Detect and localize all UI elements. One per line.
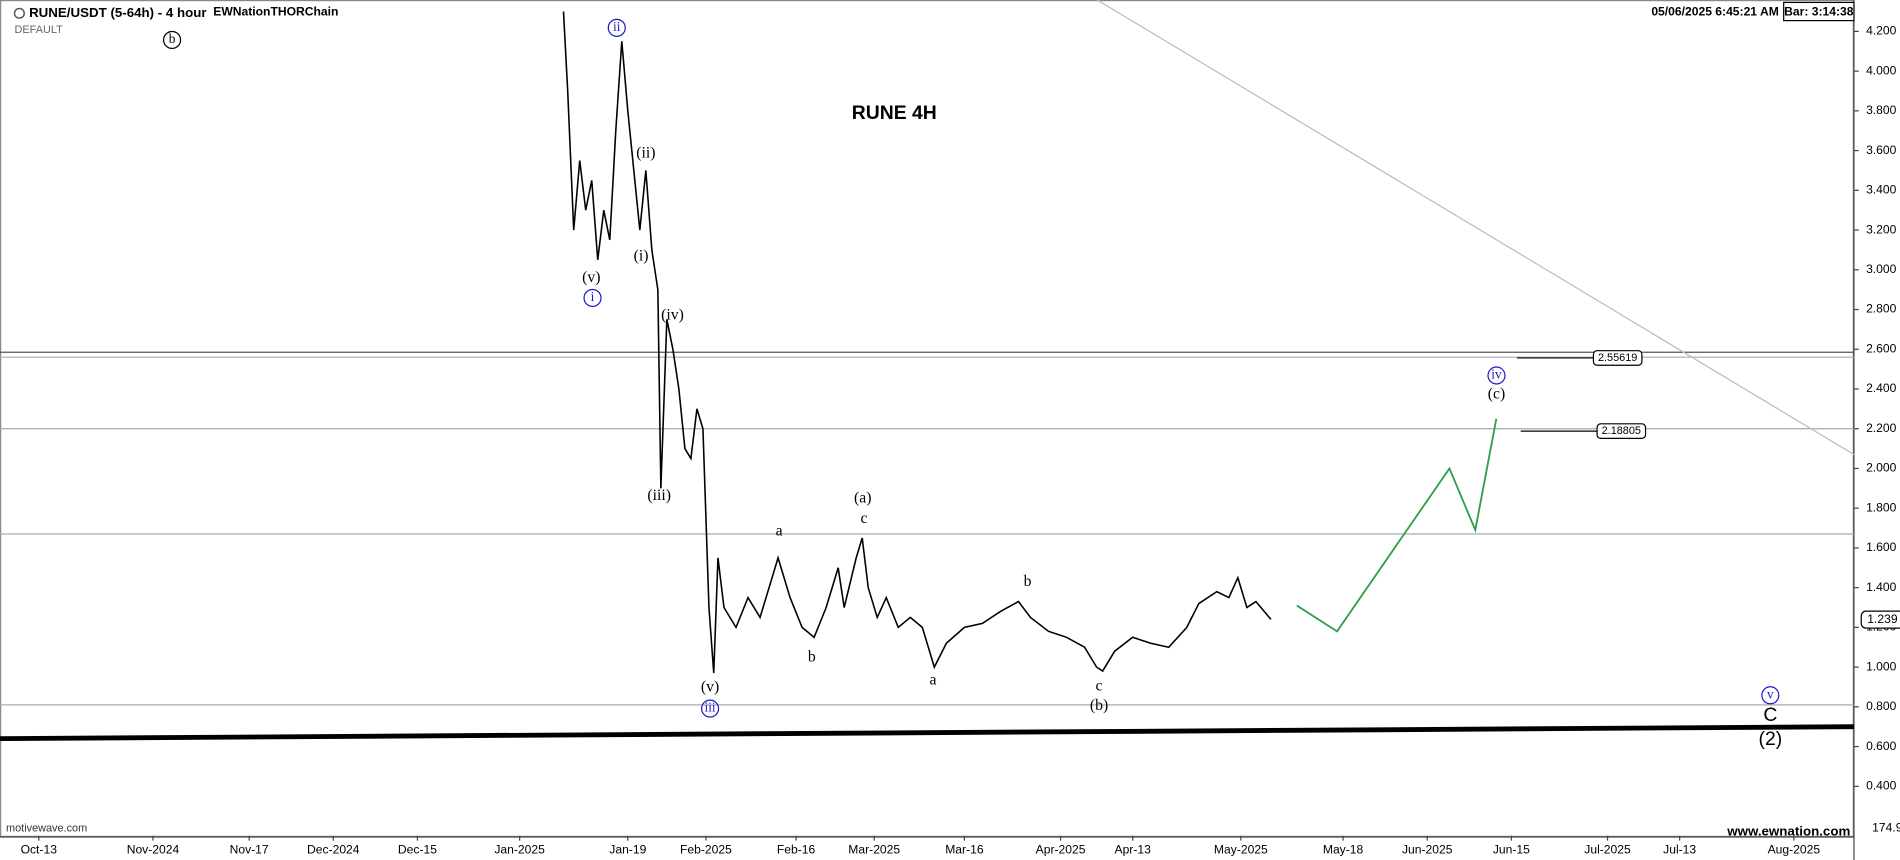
wave-label: (i) <box>634 247 649 264</box>
last-price: 1.239 <box>1867 612 1898 626</box>
last-price-box <box>1860 610 1900 629</box>
watermark-left: motivewave.com <box>6 822 87 834</box>
account: EWNationTHORChain <box>213 4 338 18</box>
y-tick-label: 4.200 <box>1866 24 1897 38</box>
wave-circle <box>162 30 182 50</box>
x-tick-label: Apr-13 <box>1115 843 1152 857</box>
wave-label: iii <box>705 700 716 715</box>
wave-label: b <box>169 31 176 46</box>
wave-label: (c) <box>1488 385 1505 402</box>
x-tick-label: Dec-15 <box>398 843 437 857</box>
watermark-right: www.ewnation.com <box>1726 824 1850 839</box>
target-label: 2.18805 <box>1602 425 1641 437</box>
price-line <box>1296 418 1498 633</box>
wave-label: ii <box>613 19 621 34</box>
template: DEFAULT <box>15 24 64 36</box>
wave-label: iv <box>1491 367 1502 382</box>
y-tick-label: 1.400 <box>1866 580 1897 594</box>
wave-label: v <box>1767 686 1774 701</box>
wave-label: (2) <box>1758 728 1782 750</box>
symbol: RUNE/USDT (5-64h) - 4 hour <box>29 5 207 20</box>
wave-circle <box>1761 686 1780 705</box>
wave-circle <box>1487 366 1506 385</box>
x-tick-label: Dec-2024 <box>307 843 360 857</box>
y-tick-label: 3.600 <box>1866 143 1897 157</box>
wave-label: (iv) <box>661 307 684 324</box>
x-tick-label: Feb-16 <box>777 843 816 857</box>
y-tick-label: 3.400 <box>1866 183 1897 197</box>
wave-circle <box>583 288 602 308</box>
wave-label: a <box>930 671 937 688</box>
price-line <box>562 11 1272 674</box>
x-tick-label: Feb-2025 <box>680 843 732 857</box>
wave-label: a <box>776 522 783 539</box>
y-tick-label: 0.600 <box>1866 739 1897 753</box>
wave-label: C <box>1763 704 1777 726</box>
y-tick-label: 2.800 <box>1866 302 1897 316</box>
x-tick-label: Jun-2025 <box>1402 843 1453 857</box>
wave-label: (b) <box>1090 697 1108 714</box>
wave-label: b <box>808 648 816 665</box>
y-tick-label: 3.000 <box>1866 262 1897 276</box>
chart-title: RUNE 4H <box>852 102 937 124</box>
x-tick-label: Jul-13 <box>1663 843 1696 857</box>
x-tick-label: Jan-2025 <box>494 843 545 857</box>
link-icon <box>13 7 25 19</box>
bar-timer-box <box>1783 1 1855 22</box>
x-tick-label: Oct-13 <box>21 843 58 857</box>
target-box <box>1592 350 1643 366</box>
volume-axis-label: 174.9 <box>1872 821 1900 835</box>
x-tick-label: Mar-16 <box>945 843 984 857</box>
wave-label: (a) <box>854 490 871 507</box>
wave-label: b <box>1024 573 1032 590</box>
x-tick-label: Nov-2024 <box>127 843 180 857</box>
wave-circle <box>607 18 626 37</box>
x-tick-label: Jul-2025 <box>1584 843 1631 857</box>
wave-label: c <box>1096 677 1103 694</box>
wave-label: i <box>591 289 595 304</box>
y-tick-label: 3.800 <box>1866 103 1897 117</box>
wave-label: (iii) <box>647 487 671 504</box>
y-tick-label: 2.200 <box>1866 421 1897 435</box>
y-tick-label: 0.800 <box>1866 699 1897 713</box>
x-tick-label: Aug-2025 <box>1768 843 1821 857</box>
y-tick-label: 2.600 <box>1866 341 1897 355</box>
x-tick-label: Jun-15 <box>1493 843 1530 857</box>
wave-label: (ii) <box>636 144 655 161</box>
datetime: 05/06/2025 6:45:21 AM <box>1651 4 1778 18</box>
bar-timer: Bar: 3:14:38 <box>1784 4 1854 18</box>
wave-label: (v) <box>701 679 719 696</box>
y-tick-label: 1.800 <box>1866 500 1897 514</box>
y-tick-label: 4.000 <box>1866 63 1897 77</box>
trend-line <box>1096 0 1855 456</box>
wave-label: c <box>860 510 867 527</box>
y-tick-label: 1.600 <box>1866 540 1897 554</box>
y-tick-label: 2.400 <box>1866 381 1897 395</box>
x-tick-label: Jan-19 <box>609 843 646 857</box>
x-tick-label: Mar-2025 <box>848 843 900 857</box>
y-tick-label: 1.000 <box>1866 659 1897 673</box>
y-tick-label: 3.200 <box>1866 222 1897 236</box>
trend-line <box>0 724 1854 742</box>
wave-circle <box>700 699 720 718</box>
target-box <box>1596 423 1647 439</box>
x-tick-label: May-18 <box>1323 843 1364 857</box>
x-tick-label: Apr-2025 <box>1036 843 1086 857</box>
target-label: 2.55619 <box>1598 352 1637 364</box>
x-tick-label: Nov-17 <box>230 843 269 857</box>
x-tick-label: May-2025 <box>1214 843 1268 857</box>
y-tick-label: 2.000 <box>1866 461 1897 475</box>
wave-label: (v) <box>582 269 600 286</box>
y-tick-label: 0.400 <box>1866 779 1897 793</box>
